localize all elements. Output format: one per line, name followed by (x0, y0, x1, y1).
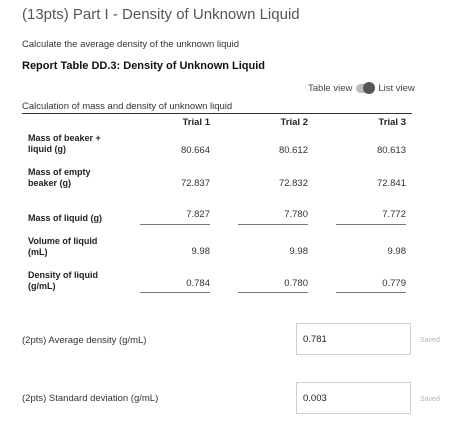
table-input-value[interactable]: 0.779 (382, 278, 406, 289)
table-caption: Calculation of mass and density of unkno… (22, 101, 233, 112)
column-header-trial-3: Trial 3 (378, 117, 406, 128)
standard-deviation-label: (2pts) Standard deviation (g/mL) (22, 393, 159, 404)
table-input-value[interactable]: 0.784 (186, 278, 210, 289)
input-underline (140, 292, 210, 293)
row-label-density-liquid: Density of liquid (g/mL) (28, 270, 99, 291)
list-view-label: List view (378, 83, 415, 94)
column-header-trial-1: Trial 1 (182, 117, 210, 128)
table-cell: 72.832 (278, 178, 308, 189)
toggle-knob-icon (363, 82, 376, 94)
standard-deviation-saved-status: Saved (420, 396, 440, 403)
table-cell: 80.613 (376, 145, 406, 156)
average-density-input[interactable] (296, 323, 411, 355)
row-label-volume-liquid: Volume of liquid (mL) (28, 236, 98, 257)
input-underline (336, 292, 406, 293)
view-toggle[interactable]: Table view List view (308, 82, 415, 94)
column-header-trial-2: Trial 2 (280, 117, 308, 128)
table-cell: 72.837 (180, 178, 210, 189)
row-label-mass-liquid: Mass of liquid (g) (28, 213, 102, 223)
view-toggle-switch[interactable] (356, 82, 376, 94)
table-top-rule (22, 113, 412, 114)
table-input-value[interactable]: 0.780 (284, 278, 308, 289)
table-view-label: Table view (308, 83, 353, 94)
page-title: (13pts) Part I - Density of Unknown Liqu… (22, 6, 300, 23)
input-underline (238, 292, 308, 293)
row-label-mass-beaker-liquid: Mass of beaker + liquid (g) (28, 133, 101, 154)
table-cell: 80.612 (278, 145, 308, 156)
table-input-value[interactable]: 7.780 (284, 209, 308, 220)
table-cell: 80.664 (180, 145, 210, 156)
table-input-value[interactable]: 7.827 (186, 209, 210, 220)
table-input-value[interactable]: 7.772 (382, 209, 406, 220)
table-cell: 9.98 (289, 246, 309, 257)
average-density-saved-status: Saved (420, 337, 440, 344)
table-cell: 9.98 (191, 246, 211, 257)
input-underline (140, 224, 210, 225)
instruction-text: Calculate the average density of the unk… (22, 39, 240, 50)
input-underline (336, 224, 406, 225)
table-cell: 9.98 (387, 246, 407, 257)
row-label-mass-empty-beaker: Mass of empty beaker (g) (28, 167, 91, 188)
input-underline (238, 224, 308, 225)
table-cell: 72.841 (376, 178, 406, 189)
report-table-title: Report Table DD.3: Density of Unknown Li… (22, 60, 266, 72)
standard-deviation-input[interactable] (296, 382, 411, 414)
average-density-label: (2pts) Average density (g/mL) (22, 335, 147, 346)
